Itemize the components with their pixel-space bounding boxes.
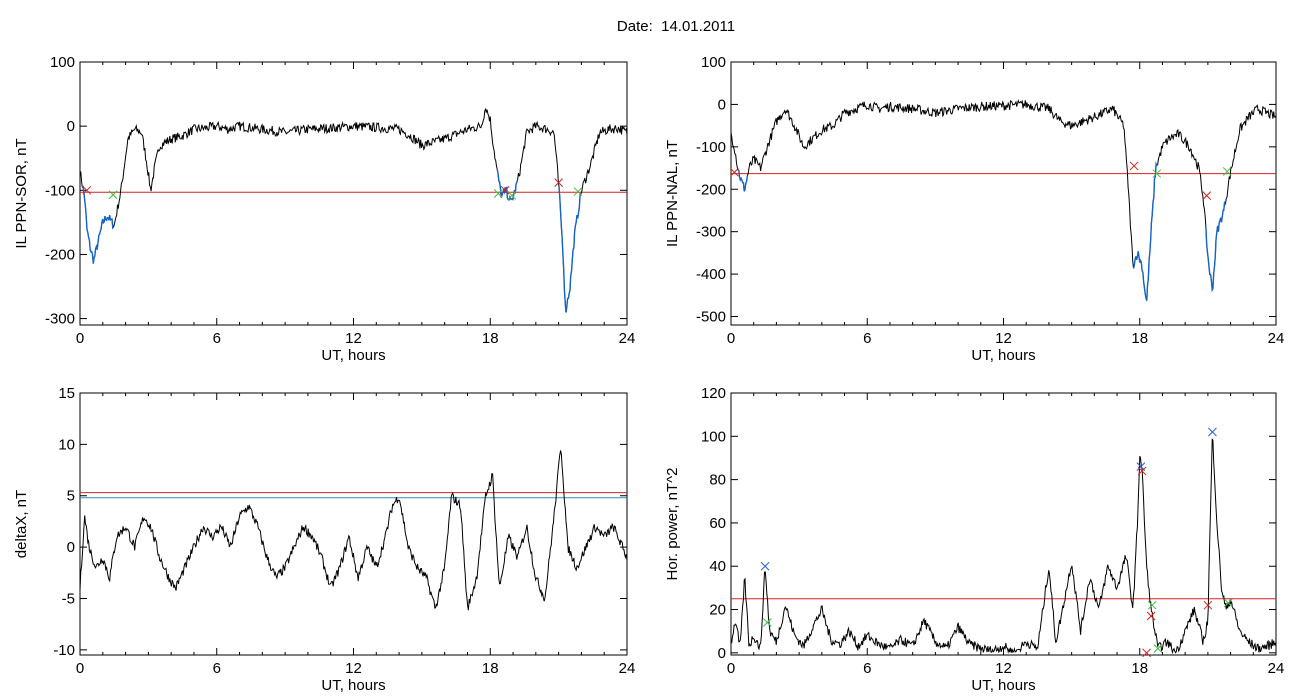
y-tick-label: -200: [696, 181, 726, 198]
event-marker: [554, 178, 563, 187]
y-tick-label: 100: [50, 54, 75, 71]
event-marker: [730, 167, 739, 177]
y-tick-label: -200: [45, 246, 75, 263]
series-line: [80, 450, 627, 611]
event-marker: [1147, 600, 1157, 610]
panel-il-ppn-nal: 0 6 12 18 24 100 0 -100 -200 -300 -400 -500 UT, hour…: [664, 54, 1284, 364]
x-tick-label: 18: [1131, 330, 1148, 347]
figure-title: Date: 14.01.2011: [616, 18, 736, 35]
y-tick-label: 80: [709, 472, 726, 489]
x-tick-label: 6: [863, 330, 871, 347]
x-tick-label: 12: [345, 330, 362, 347]
x-tick-label: 0: [76, 330, 84, 347]
x-axis-label: UT, hours: [971, 347, 1035, 364]
y-tick-label: -400: [696, 266, 726, 283]
event-marker: [1129, 161, 1139, 171]
y-tick-label: 60: [709, 515, 726, 532]
event-marker: [1203, 600, 1213, 610]
y-tick-label: 120: [701, 385, 726, 402]
x-tick-label: 12: [995, 330, 1012, 347]
event-marker: [82, 185, 92, 195]
series-line: [731, 438, 1276, 655]
y-axis-label: Hor. power, nT^2: [664, 468, 681, 581]
plot-frame: [79, 392, 628, 656]
y-tick-label: -100: [45, 182, 75, 199]
event-marker: [762, 618, 772, 627]
highlighted-segment: [737, 169, 749, 192]
x-axis-label: UT, hours: [321, 677, 385, 694]
event-marker: [573, 187, 583, 196]
y-tick-label: 20: [709, 602, 726, 619]
y-tick-label: -300: [696, 224, 726, 241]
x-axis-label: UT, hours: [321, 347, 385, 364]
event-marker: [108, 190, 118, 200]
y-tick-label: -5: [62, 590, 75, 607]
x-tick-label: 0: [727, 330, 735, 347]
y-tick-label: 0: [718, 96, 726, 113]
x-tick-label: 6: [213, 660, 221, 677]
y-tick-label: -500: [696, 309, 726, 326]
event-marker: [1222, 167, 1232, 176]
highlighted-segment: [558, 186, 582, 313]
y-axis-label: IL PPN-NAL, nT: [664, 140, 681, 247]
x-axis-label: UT, hours: [971, 677, 1035, 694]
panel-il-ppn-sor: 0 6 12 18 24 100 0 -100 -200 -300 UT, hours IL PPN-…: [13, 54, 635, 364]
event-marker: [1208, 427, 1217, 437]
event-marker: [1153, 644, 1163, 653]
plot-frame: [730, 392, 1277, 656]
y-tick-label: -300: [45, 311, 75, 328]
y-tick-label: -10: [53, 642, 75, 659]
x-tick-label: 12: [995, 660, 1012, 677]
x-tick-label: 24: [1268, 660, 1285, 677]
panel-hor-power: 0 6 12 18 24 120 100 80 60 40 20 0 UT, hours Hor. pow…: [664, 385, 1284, 694]
event-marker: [507, 191, 517, 200]
y-tick-label: 40: [709, 558, 726, 575]
x-tick-label: 0: [76, 660, 84, 677]
series-line: [731, 99, 1276, 301]
x-tick-label: 24: [619, 660, 636, 677]
x-tick-label: 6: [863, 660, 871, 677]
event-marker: [493, 189, 503, 198]
x-tick-label: 24: [1268, 330, 1285, 347]
panel-deltax: 0 6 12 18 24 15 10 5 0 -5 -10 UT, hours deltaX, nT: [13, 385, 635, 694]
y-tick-label: 10: [58, 436, 75, 453]
event-marker: [1223, 598, 1233, 608]
y-axis-label: IL PPN-SOR, nT: [13, 138, 30, 248]
x-tick-label: 18: [1131, 660, 1148, 677]
x-tick-label: 12: [345, 660, 362, 677]
y-tick-label: 0: [718, 645, 726, 662]
event-marker: [1202, 191, 1212, 200]
series-line: [80, 108, 627, 313]
y-axis-label: deltaX, nT: [13, 490, 30, 558]
plot-frame: [79, 61, 628, 326]
event-marker: [500, 185, 510, 195]
y-tick-label: 15: [58, 385, 75, 402]
y-tick-label: 0: [67, 118, 75, 135]
event-marker: [1152, 169, 1162, 178]
y-tick-label: 5: [67, 488, 75, 505]
plot-frame: [730, 61, 1277, 326]
x-tick-label: 18: [482, 660, 499, 677]
x-tick-label: 18: [482, 330, 499, 347]
event-marker: [760, 561, 770, 571]
y-tick-label: -100: [696, 139, 726, 156]
event-marker: [1146, 611, 1156, 621]
highlighted-segment: [1205, 201, 1227, 293]
x-tick-label: 6: [213, 330, 221, 347]
highlighted-segment: [81, 185, 115, 264]
x-tick-label: 0: [727, 660, 735, 677]
y-tick-label: 100: [701, 54, 726, 71]
y-tick-label: 0: [67, 539, 75, 556]
event-marker: [1142, 648, 1151, 658]
highlighted-segment: [1132, 161, 1159, 301]
y-tick-label: 100: [701, 428, 726, 445]
event-marker: [1137, 466, 1147, 476]
x-tick-label: 24: [619, 330, 636, 347]
